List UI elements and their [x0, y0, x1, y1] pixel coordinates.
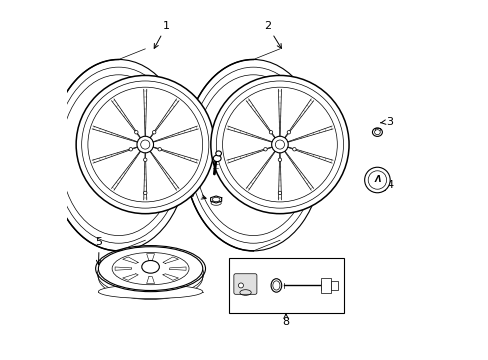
Circle shape	[137, 136, 153, 153]
Circle shape	[278, 191, 281, 195]
Circle shape	[129, 148, 132, 151]
Circle shape	[143, 158, 147, 162]
Circle shape	[141, 140, 149, 149]
Circle shape	[367, 171, 386, 189]
Text: 1: 1	[154, 21, 170, 48]
Circle shape	[263, 148, 266, 151]
Circle shape	[269, 131, 272, 134]
Text: Λ: Λ	[373, 175, 380, 184]
Circle shape	[286, 131, 290, 134]
Text: 6: 6	[196, 150, 210, 160]
Text: 4: 4	[380, 180, 392, 191]
Text: 2: 2	[264, 21, 281, 49]
Ellipse shape	[98, 256, 202, 300]
Circle shape	[292, 148, 296, 151]
Circle shape	[158, 148, 161, 151]
Ellipse shape	[212, 197, 220, 202]
Circle shape	[143, 191, 147, 195]
Circle shape	[210, 76, 348, 214]
Bar	[331, 281, 338, 290]
Circle shape	[364, 167, 389, 193]
Ellipse shape	[98, 247, 203, 291]
FancyBboxPatch shape	[233, 274, 256, 294]
Ellipse shape	[215, 151, 221, 156]
Circle shape	[152, 131, 156, 134]
Bar	[321, 278, 331, 293]
Ellipse shape	[372, 128, 382, 136]
Ellipse shape	[98, 285, 203, 298]
Ellipse shape	[142, 261, 159, 273]
Ellipse shape	[270, 279, 281, 292]
Ellipse shape	[213, 155, 221, 162]
Circle shape	[271, 136, 287, 153]
Text: 7: 7	[189, 189, 205, 199]
Circle shape	[76, 76, 214, 214]
Ellipse shape	[211, 201, 221, 205]
Text: 3: 3	[380, 117, 392, 126]
Text: 8: 8	[282, 314, 289, 328]
Circle shape	[238, 283, 243, 288]
Circle shape	[275, 140, 284, 149]
Bar	[228, 258, 343, 313]
Text: 5: 5	[96, 237, 102, 265]
Circle shape	[278, 158, 281, 162]
Circle shape	[134, 131, 138, 134]
